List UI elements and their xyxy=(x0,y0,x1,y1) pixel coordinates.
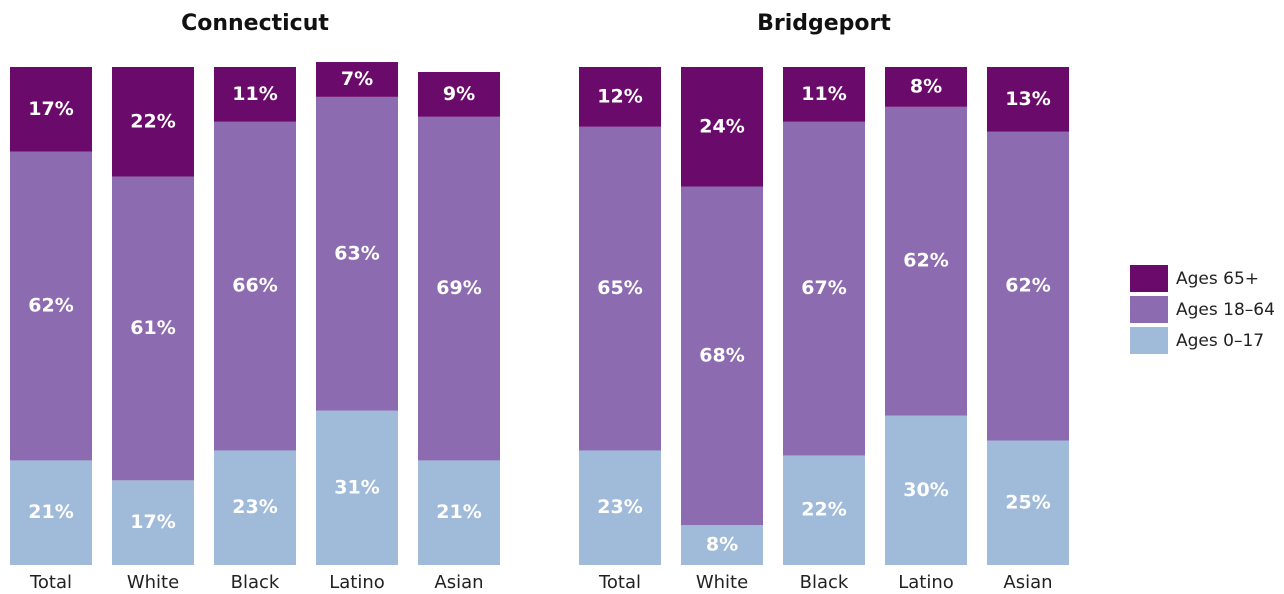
bar-segment xyxy=(214,67,296,122)
bar-segment xyxy=(418,116,500,461)
bar-segment xyxy=(783,67,865,122)
value-label: 13% xyxy=(1005,88,1050,110)
x-tick-label: White xyxy=(696,572,748,593)
bar-segment xyxy=(10,460,92,565)
value-label: 22% xyxy=(801,499,846,521)
legend-swatch xyxy=(1130,327,1168,354)
bar-segment xyxy=(418,71,500,117)
value-label: 62% xyxy=(1005,275,1050,297)
bar-segment xyxy=(885,67,967,107)
chart-title: Connecticut xyxy=(181,11,329,36)
x-tick-label: Black xyxy=(800,572,849,593)
x-tick-label: Asian xyxy=(434,572,483,593)
bar-segment xyxy=(987,67,1069,132)
value-label: 30% xyxy=(903,479,948,501)
value-label: 24% xyxy=(699,115,744,137)
legend-swatch xyxy=(1130,296,1168,323)
bar-segment xyxy=(418,460,500,565)
x-tick-label: Latino xyxy=(329,572,385,593)
value-label: 17% xyxy=(130,511,175,533)
bar-segment xyxy=(681,186,763,526)
bar-segment xyxy=(10,151,92,461)
x-tick-label: Latino xyxy=(898,572,954,593)
value-label: 9% xyxy=(443,83,475,105)
value-label: 25% xyxy=(1005,491,1050,513)
value-label: 23% xyxy=(232,496,277,518)
legend-label: Ages 18–64 xyxy=(1176,300,1275,320)
bar-segment xyxy=(112,176,194,481)
bar-segment xyxy=(316,410,398,565)
bar-segment xyxy=(987,131,1069,441)
value-label: 31% xyxy=(334,476,379,498)
value-label: 61% xyxy=(130,317,175,339)
bar-segment xyxy=(112,480,194,565)
value-label: 62% xyxy=(28,295,73,317)
x-tick-label: Asian xyxy=(1003,572,1052,593)
value-label: 8% xyxy=(706,534,738,556)
value-label: 66% xyxy=(232,275,277,297)
bar-segment xyxy=(214,121,296,451)
value-label: 12% xyxy=(597,85,642,107)
bar-segment xyxy=(316,62,398,97)
bar-segment xyxy=(681,525,763,565)
bar-segment xyxy=(579,450,661,565)
bar-segment xyxy=(885,415,967,565)
value-label: 67% xyxy=(801,277,846,299)
bar-segment xyxy=(112,67,194,177)
value-label: 11% xyxy=(801,83,846,105)
x-tick-label: Total xyxy=(598,572,641,593)
bar-segment xyxy=(579,67,661,127)
value-label: 21% xyxy=(436,501,481,523)
legend-label: Ages 65+ xyxy=(1176,269,1259,289)
bar-segment xyxy=(316,96,398,411)
bar-segment xyxy=(987,440,1069,565)
bar-segment xyxy=(681,67,763,187)
bar-segment xyxy=(579,126,661,451)
value-label: 7% xyxy=(341,68,373,90)
value-label: 23% xyxy=(597,496,642,518)
value-label: 63% xyxy=(334,242,379,264)
x-tick-label: Black xyxy=(231,572,280,593)
bar-segment xyxy=(783,121,865,456)
value-label: 68% xyxy=(699,344,744,366)
bar-segment xyxy=(885,106,967,416)
value-label: 62% xyxy=(903,250,948,272)
chart-title: Bridgeport xyxy=(757,11,891,36)
value-label: 22% xyxy=(130,110,175,132)
x-tick-label: White xyxy=(127,572,179,593)
legend-label: Ages 0–17 xyxy=(1176,331,1264,351)
value-label: 8% xyxy=(910,75,942,97)
bar-segment xyxy=(783,455,865,565)
bar-segment xyxy=(214,450,296,565)
legend-swatch xyxy=(1130,265,1168,292)
value-label: 69% xyxy=(436,277,481,299)
value-label: 11% xyxy=(232,83,277,105)
bar-segment xyxy=(10,67,92,152)
x-tick-label: Total xyxy=(29,572,72,593)
value-label: 17% xyxy=(28,98,73,120)
value-label: 21% xyxy=(28,501,73,523)
value-label: 65% xyxy=(597,277,642,299)
